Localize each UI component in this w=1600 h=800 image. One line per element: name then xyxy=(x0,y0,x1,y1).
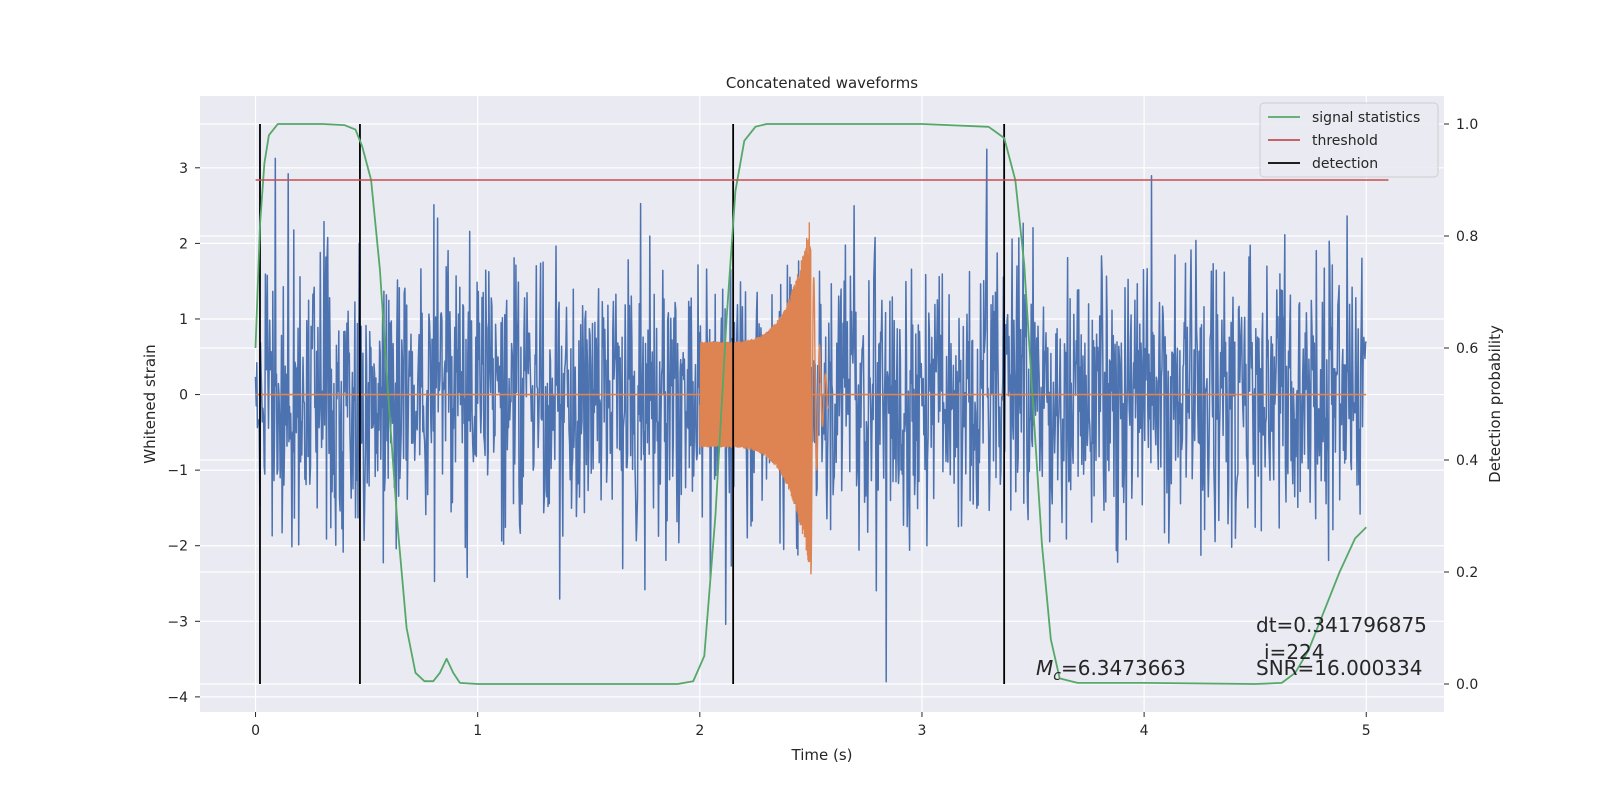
y-axis-label: Whitened strain xyxy=(141,344,159,463)
y-tick-label: −2 xyxy=(167,539,188,555)
legend-label-detection: detection xyxy=(1312,156,1378,172)
y-tick-label: 2 xyxy=(179,236,188,252)
x-tick-label: 4 xyxy=(1140,723,1149,739)
y-tick-label: 3 xyxy=(179,161,188,177)
y-right-tick-label: 0.6 xyxy=(1456,341,1478,357)
annotation-index: i=224 xyxy=(1264,640,1325,664)
statistics-series xyxy=(254,123,1367,685)
y-right-tick-label: 0.2 xyxy=(1456,565,1478,581)
y-tick-label: −3 xyxy=(167,614,188,630)
chirp-mass-symbol: M xyxy=(1036,656,1053,680)
legend: signal statistics threshold detection xyxy=(1259,102,1439,178)
template-series xyxy=(255,222,1367,575)
y-tick-label: 1 xyxy=(179,312,188,328)
chart-title: Concatenated waveforms xyxy=(726,74,918,92)
annotation-chirp-mass: Mc=6.3473663 xyxy=(1036,656,1186,684)
statistics-curve xyxy=(254,123,1367,685)
x-tick-label: 3 xyxy=(918,723,927,739)
chirp-mass-value: =6.3473663 xyxy=(1061,656,1186,680)
legend-label-threshold: threshold xyxy=(1312,133,1378,149)
legend-label-statistics: signal statistics xyxy=(1312,110,1420,126)
legend-box xyxy=(1259,102,1439,178)
chirp-mass-subscript: c xyxy=(1053,668,1061,684)
tick-labels: 0 1 2 3 4 5 −4 −3 −2 −1 0 1 2 3 0.0 0.2 0.4 0.6 0.8 1.0 xyxy=(167,117,1478,739)
y-right-tick-label: 1.0 xyxy=(1456,117,1478,133)
x-tick-label: 2 xyxy=(695,723,704,739)
y-tick-label: 0 xyxy=(179,388,188,404)
x-tick-label: 1 xyxy=(473,723,482,739)
annotation-snr: SNR=16.000334 xyxy=(1256,656,1422,680)
x-axis-label: Time (s) xyxy=(791,746,853,764)
y-tick-label: −1 xyxy=(167,463,188,479)
x-tick-label: 5 xyxy=(1362,723,1371,739)
y-right-tick-label: 0.4 xyxy=(1456,453,1478,469)
x-tick-label: 0 xyxy=(251,723,260,739)
y-axis-right-label: Detection probability xyxy=(1486,325,1504,483)
annotation-dt: dt=0.341796875 xyxy=(1256,613,1427,637)
y-right-tick-label: 0.0 xyxy=(1456,677,1478,693)
y-right-tick-label: 0.8 xyxy=(1456,229,1478,245)
y-tick-label: −4 xyxy=(167,690,188,706)
template-trace xyxy=(699,222,830,575)
